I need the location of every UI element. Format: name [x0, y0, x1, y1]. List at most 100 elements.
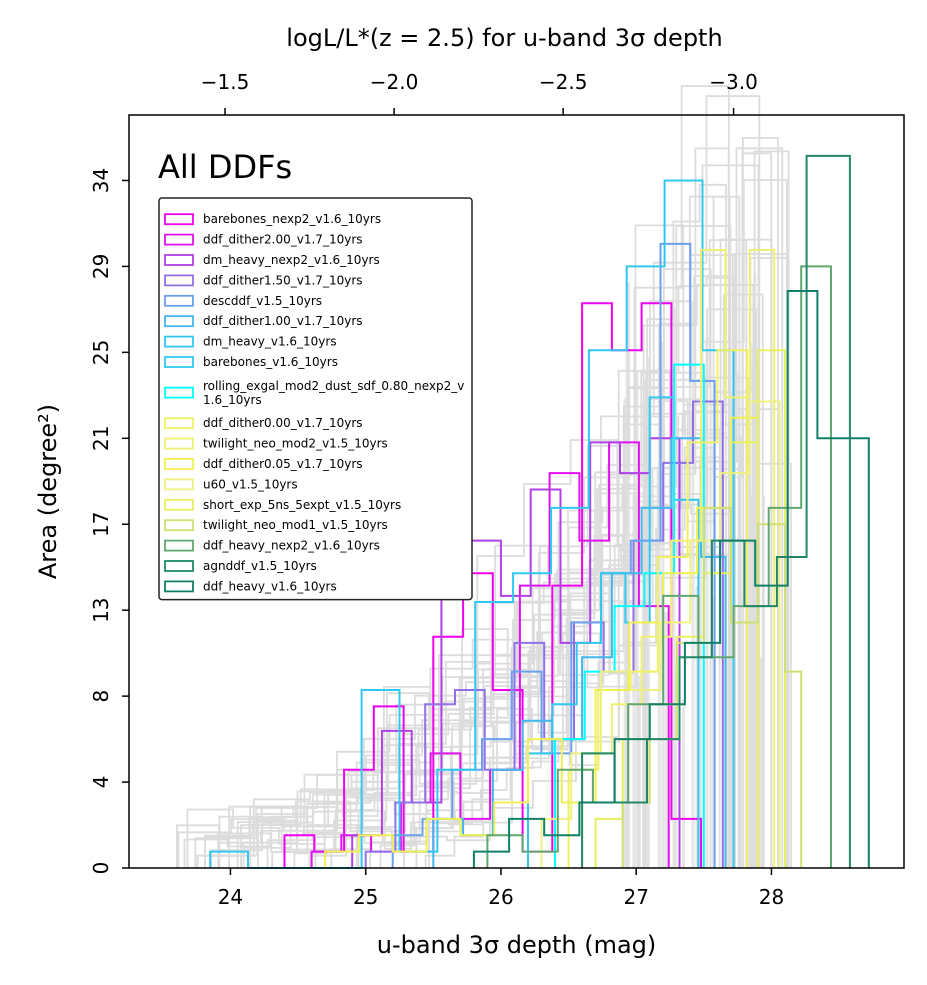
- legend-swatch: [164, 315, 194, 328]
- x-tick-label: 24: [218, 885, 243, 909]
- background-bar: [623, 398, 627, 868]
- legend-swatch: [164, 560, 194, 572]
- series-10-histogram: [581, 249, 776, 868]
- background-bar: [632, 494, 636, 868]
- series-1-histogram: [310, 441, 670, 868]
- legend-label: twilight_neo_mod1_v1.5_10yrs: [203, 518, 388, 532]
- y-tick-label: 21: [89, 426, 113, 451]
- background-bar: [726, 655, 730, 868]
- legend-label: ddf_heavy_v1.6_10yrs: [203, 579, 337, 593]
- top-tick-label: −2.0: [370, 70, 419, 94]
- background-histogram: [204, 224, 733, 868]
- legend-swatch: [164, 213, 194, 226]
- x-axis-title: u-band 3σ depth (mag): [377, 931, 657, 959]
- legend-label: agnddf_v1.5_10yrs: [203, 559, 317, 573]
- series-13-histogram: [594, 349, 786, 868]
- background-histogram: [242, 225, 732, 868]
- legend-swatch: [164, 294, 194, 307]
- series-12-histogram: [540, 400, 781, 868]
- series-histograms: [209, 154, 870, 869]
- legend-label: ddf_dither2.00_v1.7_10yrs: [203, 233, 363, 247]
- top-tick-label: −1.5: [201, 70, 250, 94]
- background-bar: [682, 699, 686, 868]
- background-bar: [672, 308, 676, 868]
- background-bar: [747, 383, 751, 868]
- background-histogram: [218, 371, 727, 868]
- background-bar: [737, 451, 741, 868]
- legend-swatch: [164, 539, 194, 552]
- legend-swatch: [164, 458, 194, 470]
- legend-label: dm_heavy_nexp2_v1.6_10yrs: [203, 253, 380, 267]
- x-tick-label: 25: [353, 885, 378, 909]
- top-axis: −1.5 −2.0 −2.5 −3.0: [201, 70, 758, 115]
- legend-label: barebones_v1.6_10yrs: [203, 355, 338, 369]
- series-2-histogram: [351, 437, 681, 868]
- series-3-histogram: [364, 400, 724, 868]
- x-tick-label: 26: [488, 885, 513, 909]
- y-axis-title-text: Area (degree²): [34, 404, 62, 579]
- background-bar: [691, 301, 695, 869]
- y-tick-label: 0: [89, 862, 113, 875]
- legend: barebones_nexp2_v1.6_10yrs ddf_dither2.00…: [158, 197, 473, 601]
- legend-swatch: [164, 519, 194, 532]
- series-8-histogram: [554, 363, 705, 868]
- background-bar: [674, 666, 678, 868]
- background-bar: [625, 319, 629, 869]
- legend-swatch: [164, 233, 194, 246]
- background-bar: [751, 365, 755, 868]
- y-axis: 0 4 8 13 17 21 25 29 34: [89, 168, 129, 875]
- y-tick-label: 13: [89, 597, 113, 622]
- legend-label-line: rolling_exgal_mod2_dust_sdf_0.80_nexp2_v: [203, 379, 464, 393]
- background-histogram: [210, 238, 773, 868]
- legend-swatch: [164, 274, 194, 287]
- legend-label: descddf_v1.5_10yrs: [203, 294, 322, 308]
- top-tick-label: −2.5: [539, 70, 588, 94]
- legend-swatch: [164, 386, 194, 399]
- legend-swatch: [164, 335, 194, 348]
- background-bar: [635, 369, 639, 868]
- legend-swatch: [164, 478, 194, 491]
- background-histogram: [257, 293, 764, 868]
- legend-swatch: [164, 254, 194, 266]
- top-axis-title: logL/L*(z = 2.5) for u-band 3σ depth: [286, 24, 722, 52]
- x-axis: 24 25 26 27 28: [218, 868, 784, 909]
- legend-label: barebones_nexp2_v1.6_10yrs: [203, 212, 381, 226]
- background-bar: [712, 597, 716, 868]
- background-bar: [762, 496, 766, 868]
- legend-label: dm_heavy_v1.6_10yrs: [203, 335, 337, 349]
- legend-swatch: [164, 580, 194, 593]
- top-tick-label: −3.0: [709, 70, 758, 94]
- legend-box: [158, 197, 473, 601]
- legend-swatch: [164, 356, 194, 368]
- series-17-histogram: [472, 290, 870, 868]
- legend-label-line: 1.6_10yrs: [203, 393, 262, 407]
- x-tick-label: 27: [623, 885, 648, 909]
- legend-swatch: [164, 417, 194, 430]
- series-9-histogram: [567, 349, 749, 868]
- y-tick-label: 29: [89, 254, 113, 279]
- background-bar: [705, 337, 709, 868]
- legend-label: u60_v1.5_10yrs: [203, 477, 298, 491]
- background-bar: [644, 435, 648, 868]
- plot-frame: [128, 114, 905, 869]
- y-tick-label: 34: [89, 168, 113, 193]
- series-14-histogram: [621, 506, 803, 868]
- legend-label: twilight_neo_mod2_v1.5_10yrs: [203, 437, 388, 451]
- legend-label: ddf_dither1.50_v1.7_10yrs: [203, 273, 363, 287]
- annotation-all-ddfs: All DDFs: [158, 148, 292, 186]
- legend-swatch: [164, 498, 194, 511]
- x-tick-label: 28: [759, 885, 784, 909]
- background-histogram: [266, 387, 721, 868]
- y-tick-label: 17: [89, 512, 113, 537]
- legend-label: ddf_dither0.05_v1.7_10yrs: [203, 457, 363, 471]
- background-bar: [759, 657, 763, 868]
- background-bar: [637, 675, 641, 868]
- legend-label: ddf_heavy_nexp2_v1.6_10yrs: [203, 539, 380, 553]
- legend-label: ddf_dither1.00_v1.7_10yrs: [203, 314, 363, 328]
- y-axis-title: Area (degree²): [34, 404, 62, 579]
- background-bar: [698, 457, 702, 868]
- legend-swatch: [164, 437, 194, 450]
- legend-label: rolling_exgal_mod2_dust_sdf_0.80_nexp2_v…: [203, 379, 464, 407]
- legend-label: short_exp_5ns_5expt_v1.5_10yrs: [203, 498, 401, 512]
